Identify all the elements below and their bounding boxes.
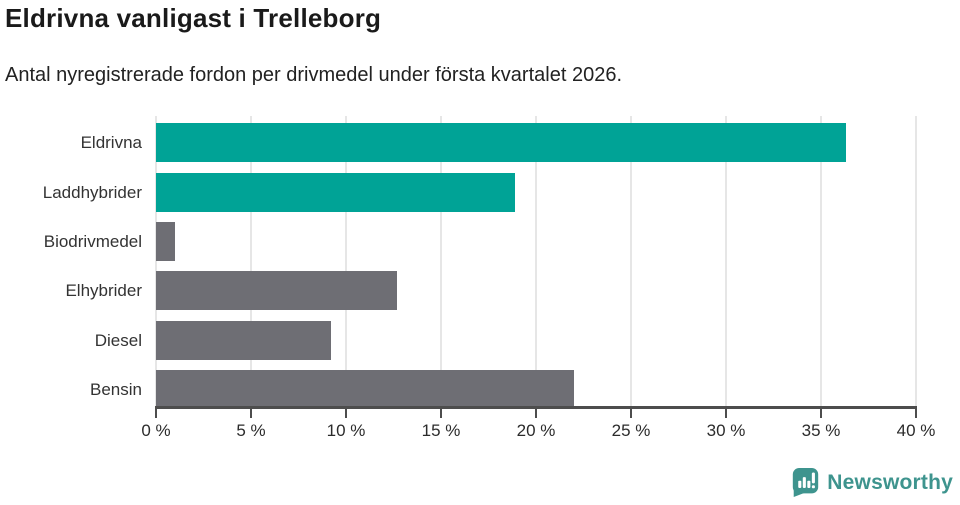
- y-label-bensin: Bensin: [90, 379, 142, 399]
- chart-subtitle: Antal nyregistrerade fordon per drivmede…: [5, 64, 623, 86]
- bar-bensin: [156, 369, 574, 409]
- y-label-diesel: Diesel: [94, 330, 142, 350]
- tick-label-35: 35 %: [801, 421, 841, 440]
- gridline-30: [725, 116, 727, 407]
- bar-biodrivmedel: [156, 221, 175, 261]
- gridline-0: [155, 116, 157, 407]
- bar-elhybrider: [156, 271, 398, 311]
- y-label-laddhybrider: Laddhybrider: [42, 182, 142, 202]
- y-label-biodrivmedel: Biodrivmedel: [43, 231, 142, 251]
- tick-mark-40: [915, 409, 917, 418]
- tick-mark-5: [250, 409, 252, 418]
- bar-laddhybrider: [156, 172, 516, 212]
- gridline-10: [345, 116, 347, 407]
- tick-mark-15: [440, 409, 442, 418]
- tick-label-25: 25 %: [611, 421, 651, 440]
- y-label-eldrivna: Eldrivna: [80, 133, 142, 153]
- tick-mark-35: [820, 409, 822, 418]
- bar-eldrivna: [156, 123, 846, 163]
- chart-title: Eldrivna vanligast i Trelleborg: [5, 3, 382, 33]
- tick-mark-30: [725, 409, 727, 418]
- x-axis-line: [155, 406, 917, 409]
- tick-label-40: 40 %: [896, 421, 936, 440]
- newsworthy-logo[interactable]: Newsworthy: [791, 467, 953, 498]
- gridline-5: [250, 116, 252, 407]
- bar-diesel: [156, 320, 331, 360]
- tick-label-5: 5 %: [236, 421, 266, 440]
- tick-label-30: 30 %: [706, 421, 746, 440]
- gridline-25: [630, 116, 632, 407]
- tick-mark-20: [535, 409, 537, 418]
- tick-mark-10: [345, 409, 347, 418]
- bar-chart-speech-bubble-icon: [791, 467, 820, 498]
- gridline-20: [535, 116, 537, 407]
- y-label-elhybrider: Elhybrider: [65, 281, 142, 301]
- gridline-15: [440, 116, 442, 407]
- tick-mark-0: [155, 409, 157, 418]
- tick-label-0: 0 %: [141, 421, 171, 440]
- plot-area: [155, 116, 917, 409]
- brand-name: Newsworthy: [827, 470, 953, 494]
- y-axis-labels: Eldrivna Laddhybrider Biodrivmedel Elhybrid…: [0, 116, 142, 407]
- gridline-40: [915, 116, 917, 407]
- tick-mark-25: [630, 409, 632, 418]
- tick-label-15: 15 %: [421, 421, 461, 440]
- tick-label-20: 20 %: [516, 421, 556, 440]
- tick-label-10: 10 %: [326, 421, 366, 440]
- gridline-35: [820, 116, 822, 407]
